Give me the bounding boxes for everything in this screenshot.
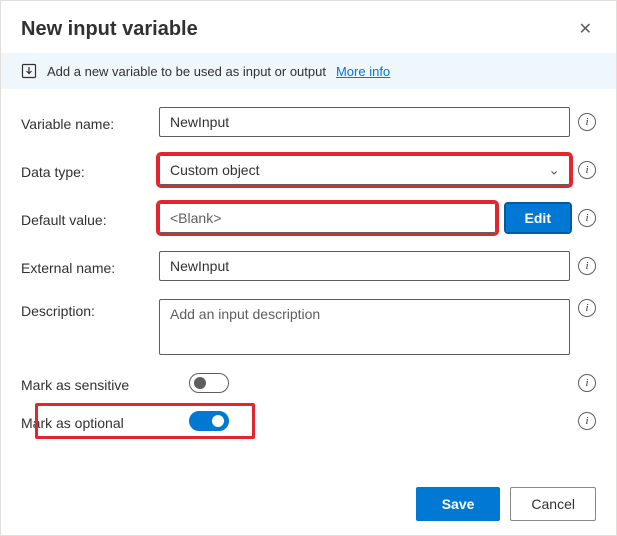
download-icon (21, 63, 37, 79)
data-type-select[interactable]: Custom object (159, 155, 570, 185)
info-icon[interactable]: i (578, 299, 596, 317)
cancel-button[interactable]: Cancel (510, 487, 596, 521)
variable-name-input[interactable] (159, 107, 570, 137)
more-info-link[interactable]: More info (336, 64, 390, 79)
info-icon[interactable]: i (578, 113, 596, 131)
info-icon[interactable]: i (578, 257, 596, 275)
default-value-input[interactable]: <Blank> (159, 203, 496, 233)
variable-name-label: Variable name: (21, 112, 151, 132)
info-icon[interactable]: i (578, 209, 596, 227)
data-type-label: Data type: (21, 160, 151, 180)
external-name-input[interactable] (159, 251, 570, 281)
info-banner: Add a new variable to be used as input o… (1, 53, 616, 89)
info-icon[interactable]: i (578, 374, 596, 392)
save-button[interactable]: Save (416, 487, 501, 521)
description-label: Description: (21, 299, 151, 319)
external-name-label: External name: (21, 256, 151, 276)
close-icon[interactable]: ✕ (575, 15, 596, 43)
mark-optional-toggle[interactable] (189, 411, 229, 431)
mark-sensitive-label: Mark as sensitive (21, 373, 181, 393)
banner-text: Add a new variable to be used as input o… (47, 64, 326, 79)
description-input[interactable] (159, 299, 570, 355)
default-value-label: Default value: (21, 208, 151, 228)
edit-button[interactable]: Edit (506, 204, 570, 232)
info-icon[interactable]: i (578, 161, 596, 179)
mark-optional-label: Mark as optional (21, 411, 181, 431)
info-icon[interactable]: i (578, 412, 596, 430)
dialog-title: New input variable (21, 18, 198, 41)
mark-sensitive-toggle[interactable] (189, 373, 229, 393)
